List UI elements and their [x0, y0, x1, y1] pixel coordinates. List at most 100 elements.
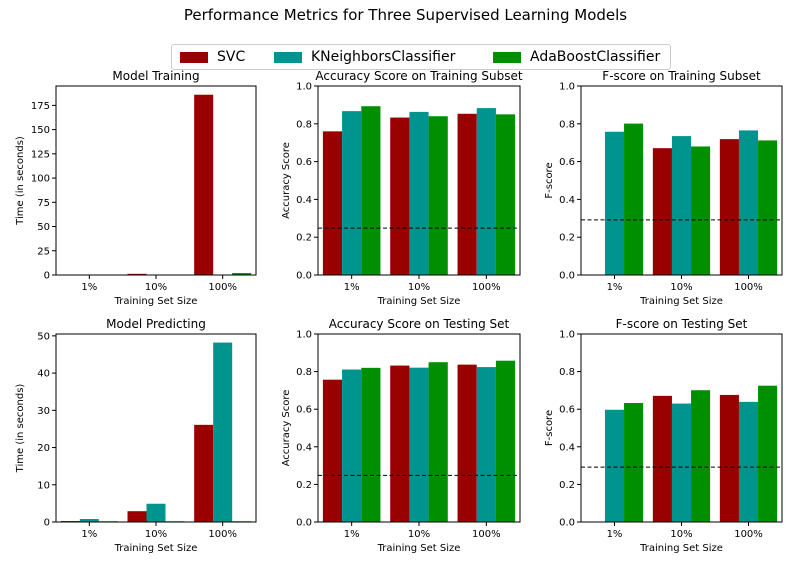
x-tick-label: 100%	[208, 282, 237, 293]
y-tick-label: 0.4	[296, 442, 312, 453]
y-tick-label: 50	[37, 331, 50, 342]
bar-kneighbors-1	[342, 369, 362, 522]
bar-adaboost-3	[758, 140, 778, 275]
bar-adaboost-3	[495, 114, 516, 275]
bar-kneighbors-1	[79, 519, 99, 522]
y-tick-label: 1.0	[559, 330, 575, 341]
bar-kneighbors-1	[604, 131, 625, 275]
y-tick-label: 0	[44, 271, 50, 282]
x-tick-label: 10%	[408, 529, 430, 540]
y-tick-label: 25	[37, 246, 50, 257]
x-tick-label: 100%	[734, 529, 763, 540]
y-tick-label: 50	[37, 222, 50, 233]
chart-panel-2: 0.0 0.2 0.4 0.6 0.8 1.0 1% 10% 100% Accuracy Scor…	[281, 69, 523, 307]
bar-adaboost-1	[624, 123, 644, 275]
bar-adaboost-2	[428, 362, 448, 522]
bar-svc-3	[194, 424, 214, 522]
y-tick-label: 0.8	[296, 367, 312, 378]
y-axis-label: Accuracy Score	[281, 142, 292, 219]
bar-kneighbors-1	[604, 409, 625, 522]
y-axis-label: Time (in seconds)	[15, 136, 26, 226]
bar-kneighbors-3	[476, 367, 496, 522]
x-tick-label: 10%	[670, 529, 692, 540]
chart-title: Accuracy Score on Training Subset	[315, 69, 522, 83]
x-axis-label: Training Set Size	[114, 296, 198, 307]
x-axis-label: Training Set Size	[639, 296, 723, 307]
bar-svc-2	[390, 365, 410, 522]
bar-svc-2	[652, 148, 672, 275]
x-tick-label: 100%	[208, 529, 237, 540]
x-tick-label: 10%	[408, 282, 430, 293]
bar-svc-3	[719, 139, 739, 275]
y-tick-label: 175	[31, 101, 50, 112]
bar-svc-1	[322, 379, 343, 522]
axes-frame	[55, 85, 257, 276]
y-tick-label: 0.6	[296, 157, 312, 168]
y-axis-label: Accuracy Score	[281, 390, 292, 467]
bar-svc-3	[457, 113, 477, 275]
x-tick-label: 10%	[145, 529, 167, 540]
y-tick-label: 0.2	[296, 480, 312, 491]
y-tick-label: 0.8	[296, 119, 312, 130]
y-tick-label: 0.0	[559, 271, 575, 282]
x-tick-label: 100%	[472, 529, 501, 540]
bar-svc-2	[127, 273, 147, 275]
chart-panel-5: 0.0 0.2 0.4 0.6 0.8 1.0 1% 10% 100% Accuracy Scor…	[281, 317, 521, 554]
chart-panel-6: 0.0 0.2 0.4 0.6 0.8 1.0 1% 10% 100% F-score on Te…	[544, 317, 783, 554]
bar-adaboost-1	[361, 367, 381, 522]
bar-kneighbors-2	[409, 367, 429, 522]
y-tick-label: 0.0	[296, 518, 312, 529]
y-axis-label: F-score	[544, 410, 555, 446]
y-tick-label: 0.6	[559, 405, 575, 416]
y-tick-label: 0.6	[559, 157, 575, 168]
bar-kneighbors-3	[738, 130, 759, 275]
bar-kneighbors-3	[213, 342, 233, 522]
bar-svc-1	[322, 131, 343, 275]
chart-title: Model Training	[112, 69, 199, 83]
x-axis-label: Training Set Size	[377, 543, 461, 554]
y-tick-label: 0.6	[296, 405, 312, 416]
bar-adaboost-3	[495, 360, 516, 522]
bar-svc-2	[652, 395, 672, 522]
x-tick-label: 10%	[145, 282, 167, 293]
y-tick-label: 0.4	[559, 442, 575, 453]
y-tick-label: 0.2	[559, 233, 575, 244]
legend-swatch-kneighbors	[274, 51, 302, 63]
bar-svc-3	[457, 364, 477, 522]
y-tick-label: 0.0	[296, 271, 312, 282]
y-tick-label: 30	[37, 406, 50, 417]
y-axis-label: Time (in seconds)	[15, 384, 26, 474]
legend-label-kneighbors: KNeighborsClassifier	[311, 49, 456, 65]
x-tick-label: 1%	[344, 282, 360, 293]
legend-swatch-svc	[180, 51, 208, 63]
bar-kneighbors-3	[476, 108, 496, 275]
y-tick-label: 0.2	[559, 480, 575, 491]
y-tick-label: 0.0	[559, 518, 575, 529]
chart-title: F-score on Testing Set	[616, 317, 748, 331]
bar-svc-2	[390, 117, 410, 275]
bar-kneighbors-2	[671, 136, 692, 275]
legend-swatch-adaboost	[493, 51, 521, 63]
figure-title: Performance Metrics for Three Supervised…	[183, 6, 628, 24]
y-tick-label: 0.8	[559, 367, 575, 378]
x-tick-label: 10%	[670, 282, 692, 293]
chart-title: Accuracy Score on Testing Set	[329, 317, 510, 331]
y-tick-label: 20	[37, 443, 50, 454]
x-axis-label: Training Set Size	[639, 543, 723, 554]
y-tick-label: 1.0	[296, 330, 312, 341]
bar-adaboost-3	[758, 385, 778, 522]
bar-adaboost-1	[361, 106, 381, 275]
y-tick-label: 10	[37, 480, 50, 491]
y-tick-label: 75	[37, 198, 50, 209]
chart-title: Model Predicting	[106, 317, 206, 331]
bar-svc-2	[127, 511, 147, 522]
x-tick-label: 1%	[81, 529, 97, 540]
legend-item-svc: SVC	[180, 48, 245, 66]
y-axis-label: F-score	[544, 162, 555, 198]
bar-svc-3	[719, 394, 739, 522]
bar-svc-3	[194, 94, 214, 275]
bar-kneighbors-3	[738, 401, 759, 522]
bar-kneighbors-2	[146, 503, 166, 522]
bar-adaboost-2	[691, 146, 711, 275]
